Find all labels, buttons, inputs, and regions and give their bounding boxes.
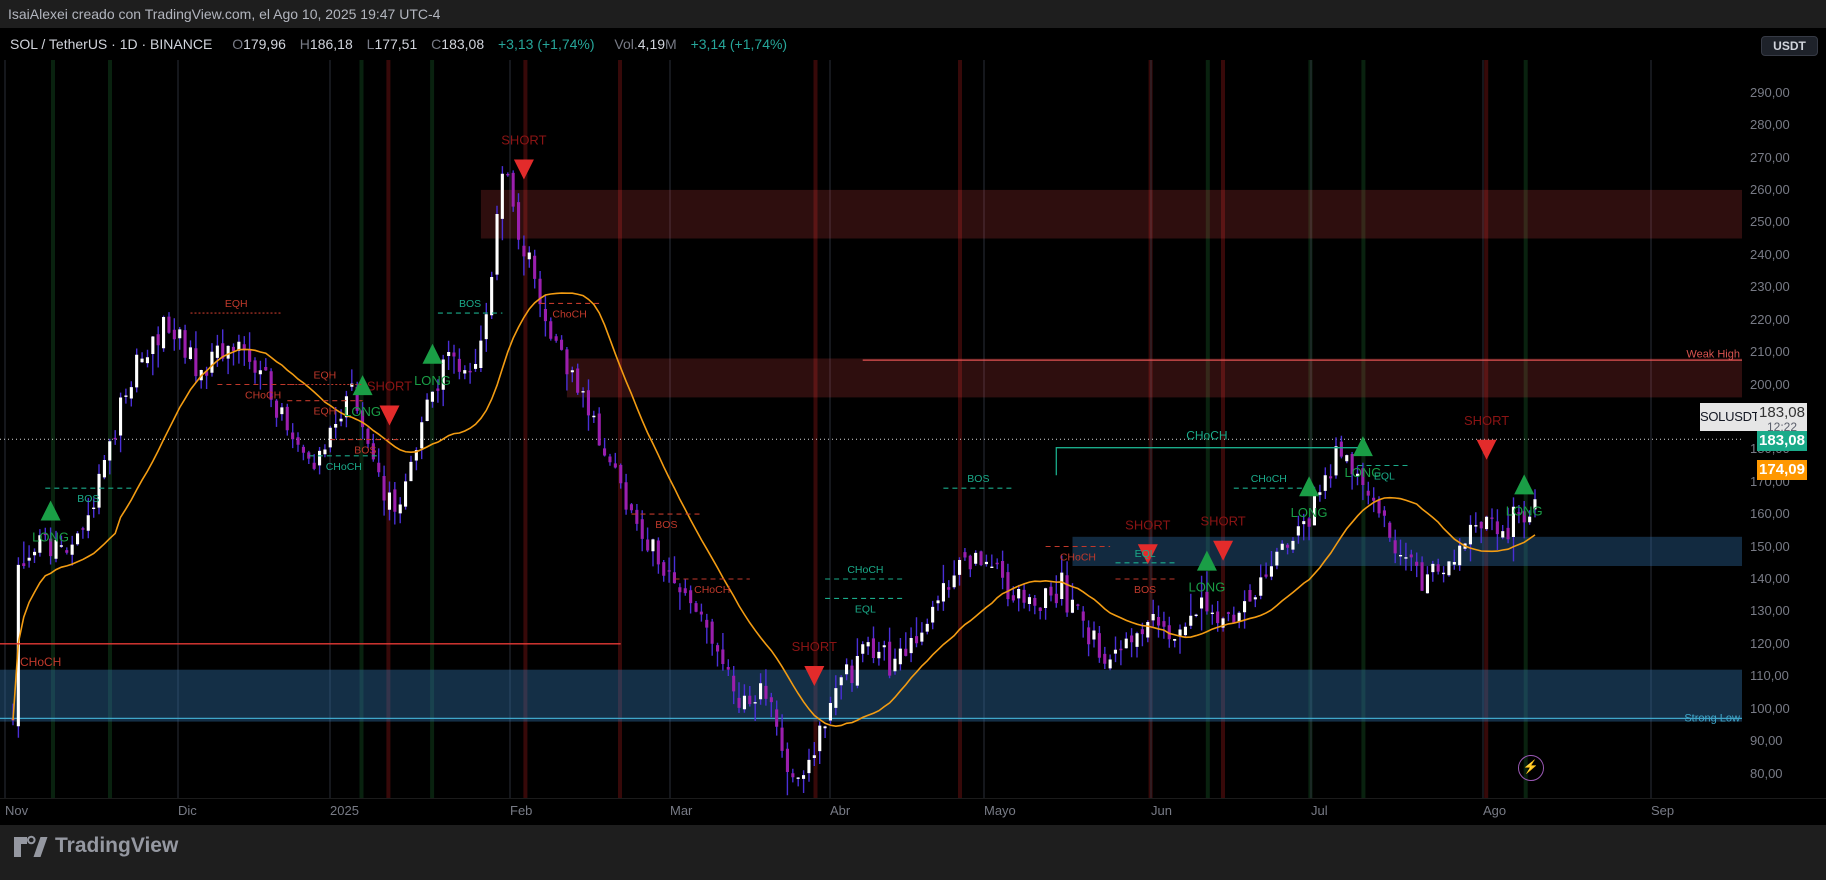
svg-text:ChoCH: ChoCH bbox=[552, 308, 586, 320]
svg-text:EQL: EQL bbox=[855, 603, 876, 615]
svg-text:CHoCH: CHoCH bbox=[1060, 552, 1096, 564]
svg-text:BOS: BOS bbox=[77, 493, 99, 505]
svg-text:BOS: BOS bbox=[459, 298, 481, 310]
svg-text:CHoCH: CHoCH bbox=[1251, 473, 1287, 485]
svg-text:SHORT: SHORT bbox=[792, 639, 837, 654]
svg-text:CHoCH: CHoCH bbox=[245, 390, 281, 402]
svg-text:LONG: LONG bbox=[414, 373, 451, 388]
svg-text:EQH: EQH bbox=[314, 370, 337, 382]
svg-text:Weak High: Weak High bbox=[1686, 349, 1740, 361]
svg-text:CHoCH: CHoCH bbox=[694, 584, 730, 596]
svg-text:Strong Low: Strong Low bbox=[1684, 713, 1740, 725]
svg-text:LONG: LONG bbox=[32, 530, 69, 545]
svg-text:SHORT: SHORT bbox=[1200, 514, 1245, 529]
svg-text:SHORT: SHORT bbox=[1464, 413, 1509, 428]
svg-text:SHORT: SHORT bbox=[367, 379, 412, 394]
svg-text:CHoCH: CHoCH bbox=[847, 564, 883, 576]
svg-text:BOS: BOS bbox=[354, 445, 376, 457]
svg-text:CHoCH: CHoCH bbox=[326, 461, 362, 473]
svg-text:CHoCH: CHoCH bbox=[20, 655, 61, 669]
svg-text:EQH: EQH bbox=[314, 406, 337, 418]
svg-text:LONG: LONG bbox=[1291, 505, 1328, 520]
svg-text:SHORT: SHORT bbox=[501, 133, 546, 148]
svg-text:EQL: EQL bbox=[1135, 548, 1156, 560]
svg-text:EQH: EQH bbox=[225, 298, 248, 310]
svg-text:SHORT: SHORT bbox=[1125, 517, 1170, 532]
svg-text:LONG: LONG bbox=[1188, 580, 1225, 595]
svg-text:LONG: LONG bbox=[344, 404, 381, 419]
svg-text:BOS: BOS bbox=[967, 473, 989, 485]
svg-text:CHoCH: CHoCH bbox=[1186, 429, 1227, 443]
svg-text:BOS: BOS bbox=[1134, 584, 1156, 596]
svg-text:LONG: LONG bbox=[1506, 503, 1543, 518]
svg-text:BOS: BOS bbox=[655, 519, 677, 531]
svg-text:EQL: EQL bbox=[1374, 471, 1395, 483]
